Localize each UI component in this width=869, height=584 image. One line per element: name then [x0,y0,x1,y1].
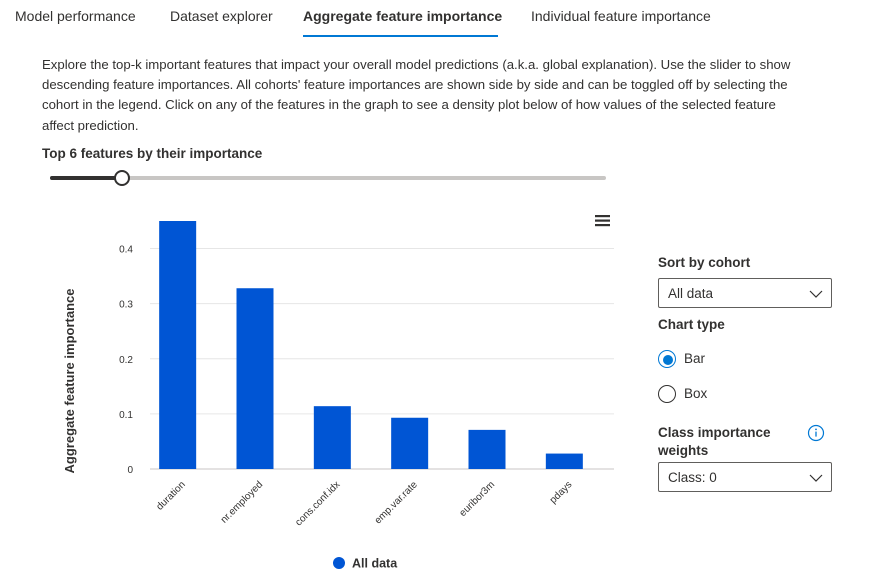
legend-marker [333,557,345,569]
info-icon[interactable] [807,424,825,442]
bar-duration[interactable] [159,221,197,469]
sort-by-cohort-dropdown[interactable]: All data [658,278,832,308]
slider-fill [50,176,123,180]
slider-rail [50,176,606,180]
feature-importance-chart: duration nr.employed cons.conf.idx emp.var.… [62,215,614,571]
y-axis-label: Aggregate feature importance [62,289,77,474]
tab-bar: Model performance Dataset explorer Aggre… [0,0,869,40]
tab-individual-feature-importance[interactable]: Individual feature importance [531,8,711,24]
x-tick-label[interactable]: emp.var.rate [373,479,420,526]
topk-slider[interactable] [50,170,606,186]
legend-item-all-data[interactable]: All data [333,557,398,571]
class-importance-weights-label-line1: Class importance [658,425,771,440]
chart-type-box-label: Box [684,386,708,401]
y-tick-label: 0.3 [119,300,133,311]
tab-model-performance[interactable]: Model performance [15,8,136,24]
radio-unselected-indicator [658,385,676,403]
slider-thumb[interactable] [114,170,131,186]
class-weights-value: Class: 0 [668,470,717,485]
y-tick-label: 0.4 [119,245,133,256]
tab-dataset-explorer[interactable]: Dataset explorer [170,8,273,24]
active-tab-indicator [303,35,498,37]
y-tick-label: 0 [127,465,133,476]
bar-emp-var-rate[interactable] [391,417,429,469]
chart-type-label: Chart type [658,317,725,332]
class-importance-weights-label: Class importance weights [658,425,771,458]
sort-by-cohort-label: Sort by cohort [658,255,751,270]
x-tick-label[interactable]: cons.conf.idx [293,479,342,528]
description-text: Explore the top-k important features tha… [42,57,791,133]
sort-by-cohort-value: All data [668,286,714,301]
bar-euribor3m[interactable] [468,429,506,469]
hamburger-menu-icon[interactable] [595,215,610,227]
radio-selected-indicator [658,350,676,368]
x-tick-label[interactable]: euribor3m [458,479,498,519]
chevron-down-icon [809,474,823,482]
x-tick-label[interactable]: pdays [548,479,575,506]
bar-pdays[interactable] [545,453,583,469]
chart-type-bar-label: Bar [684,351,706,366]
class-importance-weights-label-line2: weights [658,443,709,458]
bar-cons-conf-idx[interactable] [313,406,351,469]
class-weights-dropdown[interactable]: Class: 0 [658,462,832,492]
x-tick-label[interactable]: nr.employed [219,479,265,525]
x-tick-label[interactable]: duration [154,479,187,512]
tab-aggregate-feature-importance[interactable]: Aggregate feature importance [303,8,503,24]
bar-nr-employed[interactable] [236,288,274,469]
y-tick-label: 0.1 [119,410,133,421]
chevron-down-icon [809,290,823,298]
topk-label: Top 6 features by their importance [42,146,263,161]
legend-label: All data [352,557,398,571]
y-tick-label: 0.2 [119,355,133,366]
